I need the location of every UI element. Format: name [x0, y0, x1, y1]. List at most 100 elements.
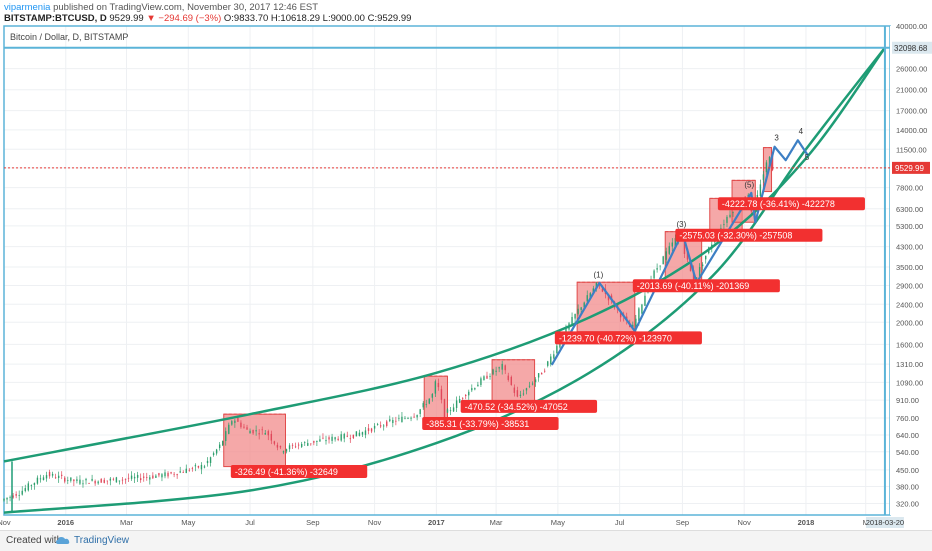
tradingview-brand[interactable]: TradingView [74, 535, 130, 546]
candle-body [143, 476, 145, 478]
price-tick-label: 3500.00 [896, 263, 923, 272]
candle-body [252, 429, 254, 434]
candle-body [3, 498, 5, 501]
price-tick-label: 7800.00 [896, 184, 923, 193]
price-tick-label: 540.00 [896, 448, 919, 457]
candle-body [425, 404, 427, 406]
candle-body [744, 196, 746, 198]
candle-body [85, 478, 87, 481]
price-axis[interactable]: 320.00 380.00 450.00 540.00 640.00 760.00 910.… [890, 22, 932, 515]
price-tick-label: 17000.00 [896, 107, 927, 116]
chart-title: Bitcoin / Dollar, D, BITSTAMP [10, 32, 128, 42]
candle-body [222, 440, 224, 446]
target-lines[interactable] [4, 26, 890, 515]
time-tick-label: Nov [368, 518, 382, 527]
candle-body [67, 480, 69, 481]
candle-body [452, 407, 455, 412]
candle-body [468, 391, 470, 396]
candle-body [759, 184, 762, 196]
candle-body [115, 477, 118, 483]
candle-body [188, 469, 191, 471]
candle-body [434, 381, 437, 394]
time-tick-label: Mar [120, 518, 133, 527]
candle-body [200, 464, 203, 470]
candle-body [437, 383, 440, 388]
candle-body [440, 389, 443, 400]
candle-body [601, 288, 604, 292]
candlesticks [3, 151, 774, 504]
candle-body [215, 449, 218, 454]
candle-body [170, 472, 172, 474]
channel-lower-curve[interactable] [3, 46, 886, 514]
time-tick-label: Sep [676, 518, 689, 527]
price-tick-label: 640.00 [896, 431, 919, 440]
candle-body [264, 433, 266, 435]
candle-body [109, 478, 112, 481]
price-tick-label: 1600.00 [896, 340, 923, 349]
candle-body [446, 409, 449, 413]
candle-body [525, 388, 528, 391]
price-tick-label: 1310.00 [896, 360, 923, 369]
correction-label-text: -470.52 (-34.52%) -47052 [465, 402, 568, 412]
candle-body [42, 477, 45, 481]
candle-body [340, 434, 342, 441]
candle-body [413, 416, 415, 418]
candle-body [407, 418, 409, 419]
candle-body [18, 495, 20, 496]
candle-body [203, 466, 206, 468]
time-tick-label: 2018 [798, 518, 815, 527]
candle-body [544, 370, 546, 372]
candle-body [574, 313, 576, 319]
candle-body [638, 308, 640, 322]
candle-body [240, 422, 242, 428]
candle-body [182, 472, 184, 473]
symbol-name[interactable]: BITSTAMP:BTCUSD, D [4, 13, 107, 24]
author-link[interactable]: viparmenia [4, 2, 51, 13]
channel-upper-curve[interactable] [3, 47, 886, 463]
publish-text: published on TradingView.com, November 3… [53, 2, 319, 13]
time-axis[interactable]: Nov 2016 Mar May Jul Sep Nov 2017 Mar May Jul Sep No… [0, 517, 904, 528]
candle-body [316, 440, 318, 442]
correction-box [223, 413, 286, 468]
candle-body [112, 478, 115, 480]
candle-body [428, 398, 430, 404]
elliott-wave[interactable]: (1) (3) (5) 3 4 5 [550, 127, 810, 366]
price-tick-label: 6300.00 [896, 205, 923, 214]
price-chart[interactable]: Bitcoin / Dollar, D, BITSTAMP (1) (3) (5) 3… [0, 0, 932, 530]
candle-body [449, 410, 452, 412]
candle-body [698, 267, 701, 277]
candle-body [325, 440, 327, 442]
candle-body [313, 440, 315, 443]
candle-body [619, 311, 622, 318]
growth-channel[interactable] [3, 46, 886, 514]
correction-label-text: -1239.70 (-40.72%) -123970 [559, 333, 672, 343]
time-tick-label: Nov [738, 518, 752, 527]
candle-body [212, 453, 215, 456]
correction-box [762, 147, 773, 193]
correction-label-bg [717, 197, 865, 211]
candle-body [100, 478, 102, 483]
candle-body [197, 466, 200, 468]
candle-body [54, 477, 57, 479]
candle-body [589, 293, 591, 299]
candle-body [307, 443, 309, 446]
candle-body [471, 388, 473, 391]
candle-body [504, 365, 506, 371]
candle-body [33, 482, 36, 486]
wave-path[interactable] [550, 139, 809, 366]
candle-body [130, 475, 133, 479]
time-tick-label: 2017 [428, 518, 445, 527]
correction-label-bg [230, 465, 368, 479]
candle-body [261, 429, 263, 431]
candle-body [237, 417, 239, 422]
price-tick-label: 5300.00 [896, 222, 923, 231]
candle-body [665, 251, 667, 260]
time-tick-label: 2016 [57, 518, 74, 527]
candle-body [349, 438, 351, 440]
candle-body [358, 432, 361, 436]
candle-body [191, 467, 194, 469]
candle-body [632, 324, 634, 328]
ohlc-values: O:9833.70 H:10618.29 L:9000.00 C:9529.99 [223, 13, 412, 24]
candle-body [121, 479, 124, 481]
candle-body [641, 304, 643, 314]
